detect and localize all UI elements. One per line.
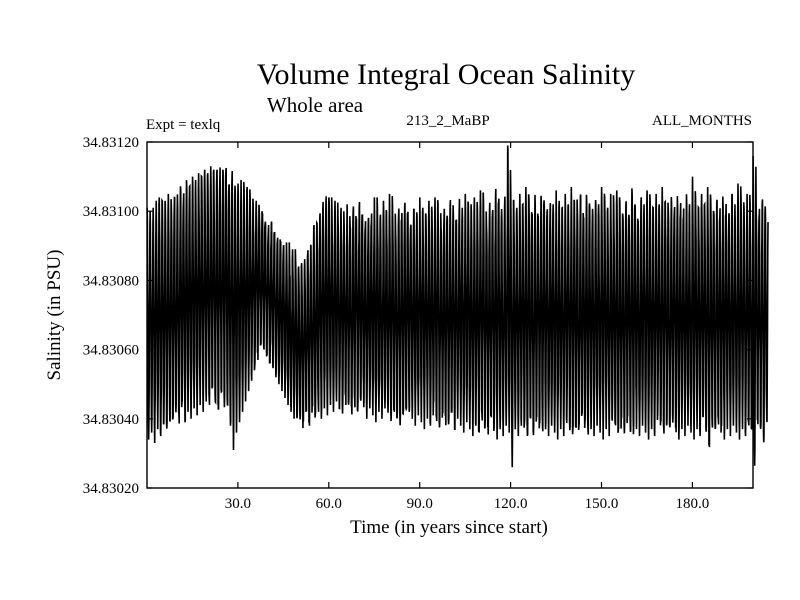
y-tick-label: 34.83080 — [83, 273, 139, 289]
plot-frame — [146, 141, 754, 489]
months-label: ALL_MONTHS — [652, 113, 752, 129]
x-tick-label: 60.0 — [316, 496, 342, 512]
y-tick-label: 34.83020 — [83, 481, 139, 497]
y-tick-label: 34.83040 — [83, 412, 139, 428]
experiment-label: Expt = texlq — [146, 117, 221, 133]
y-tick-label: 34.83100 — [83, 204, 139, 220]
x-tick-label: 180.0 — [676, 496, 710, 512]
x-tick-label: 150.0 — [585, 496, 619, 512]
y-tick-labels: 34.83020 34.83040 34.83060 34.83080 34.83100… — [83, 135, 139, 497]
y-tick-label: 34.83120 — [83, 135, 139, 151]
x-axis-title: Time (in years since start) — [350, 517, 548, 538]
y-axis-title: Salinity (in PSU) — [44, 250, 65, 381]
series-salinity — [146, 145, 769, 468]
x-tick-marks — [237, 142, 694, 488]
y-tick-label: 34.83060 — [83, 343, 139, 359]
chart-title: Volume Integral Ocean Salinity — [257, 58, 636, 91]
run-label: 213_2_MaBP — [406, 113, 489, 129]
x-tick-label: 120.0 — [494, 496, 528, 512]
chart-subtitle: Whole area — [267, 93, 364, 117]
x-tick-label: 90.0 — [407, 496, 433, 512]
x-tick-labels: 30.0 60.0 90.0 120.0 150.0 180.0 — [225, 496, 710, 512]
series-line — [146, 145, 769, 468]
x-tick-label: 30.0 — [225, 496, 251, 512]
